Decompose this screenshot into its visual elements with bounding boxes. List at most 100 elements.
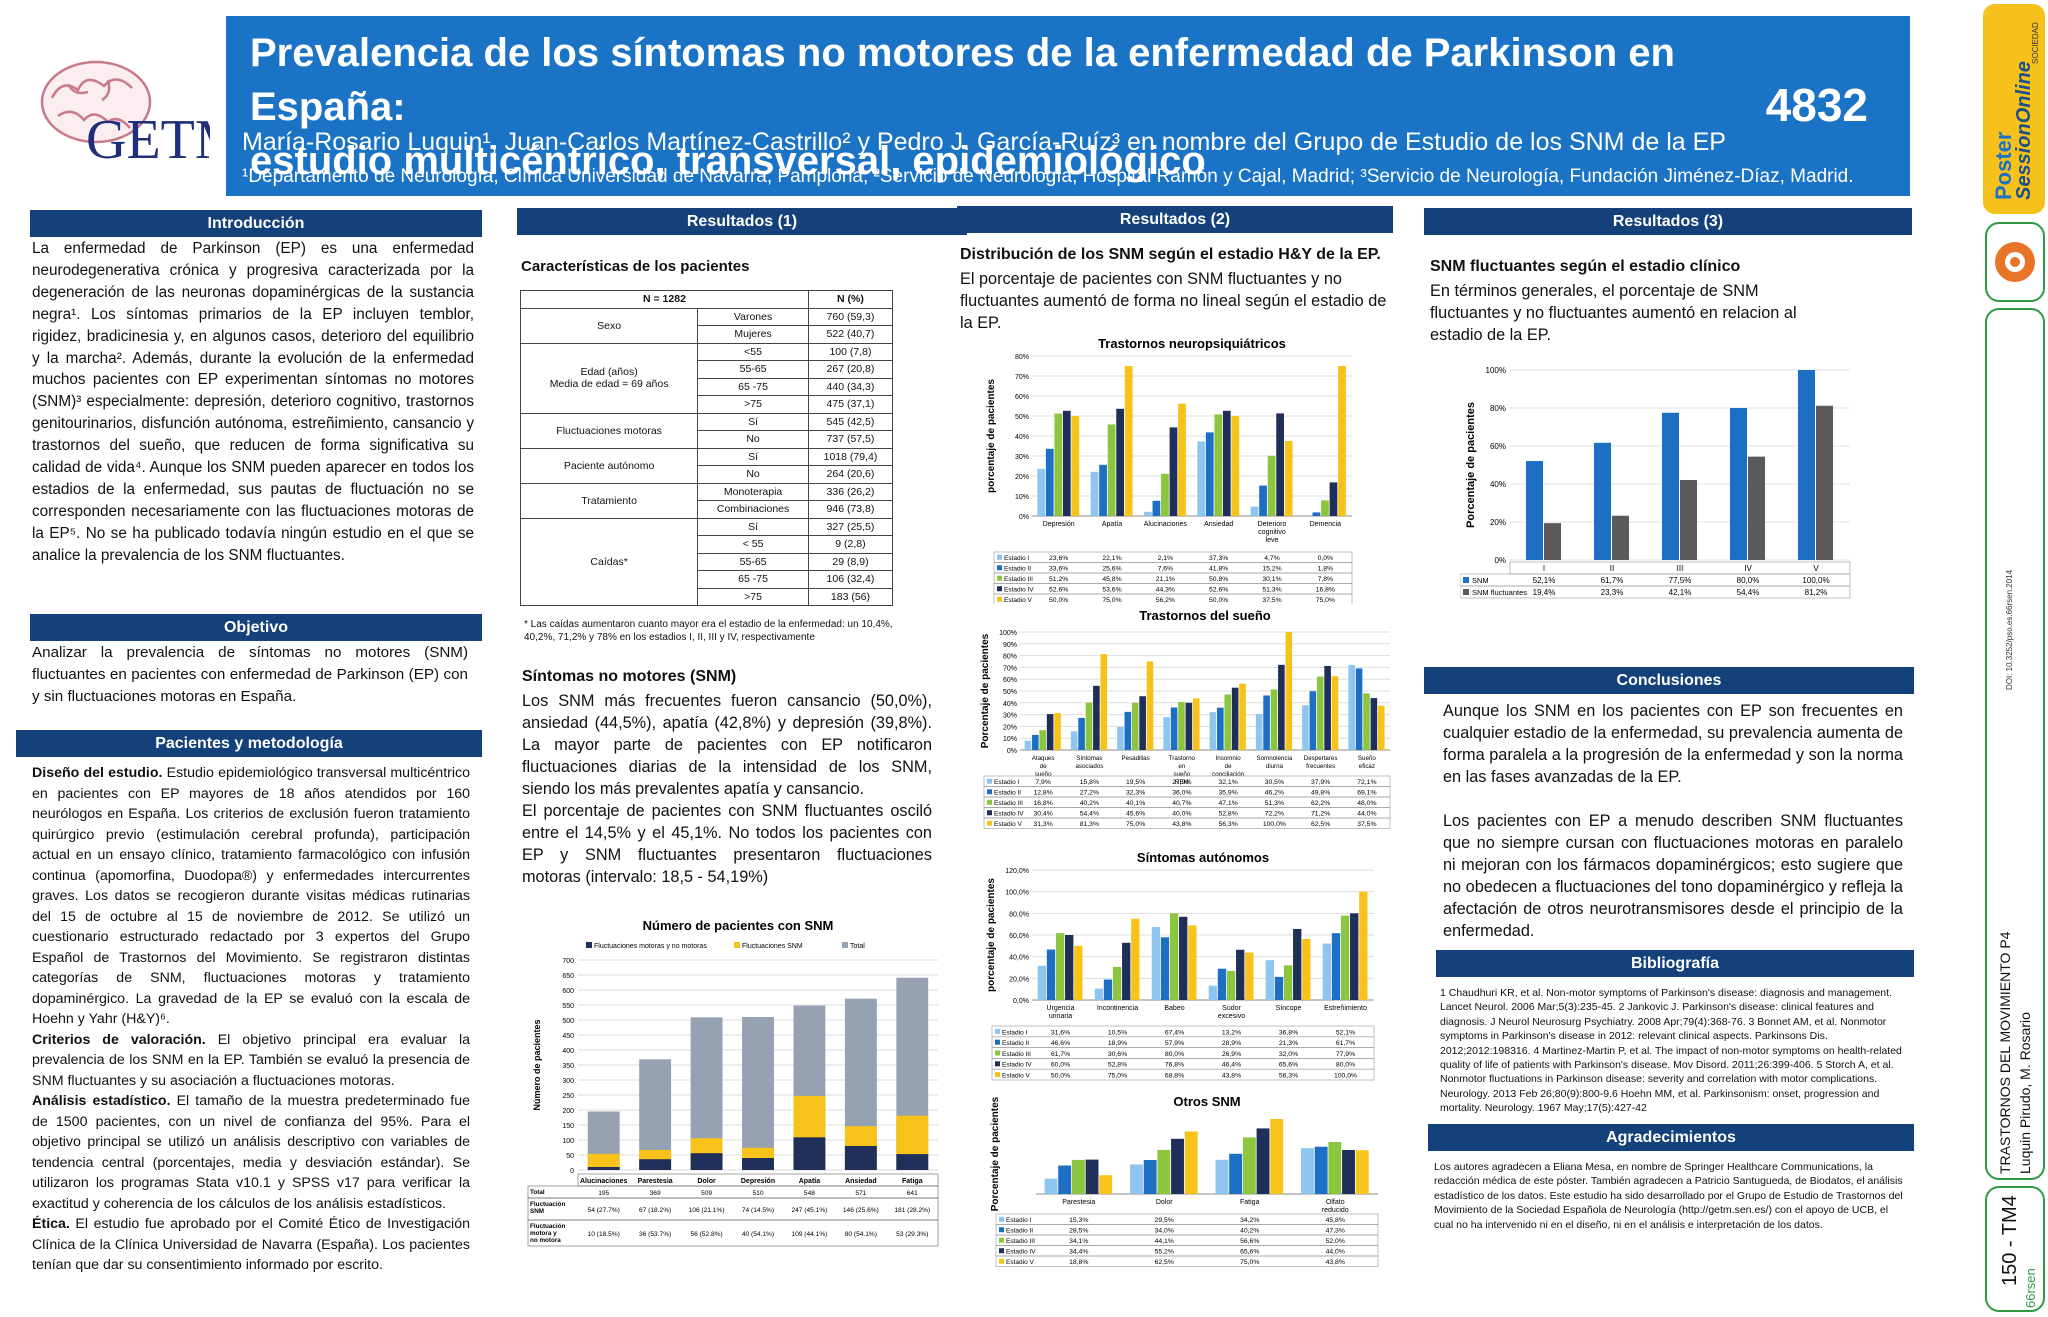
- legend-swatch: [995, 1028, 1000, 1034]
- y-tick-label: 650: [562, 973, 574, 980]
- legend-label: Estadio II: [994, 790, 1021, 797]
- y-tick-label: 80,0%: [1009, 911, 1029, 918]
- row-label: Fluctuación: [530, 1223, 565, 1230]
- x-tick-label: diurna: [1266, 763, 1284, 770]
- bar: [1798, 370, 1815, 560]
- table-cell: 548: [804, 1190, 815, 1197]
- bar: [1259, 485, 1267, 516]
- legend-label: Estadio V: [1002, 1073, 1030, 1080]
- bar: [1309, 691, 1317, 750]
- bar: [1130, 1164, 1143, 1194]
- bar: [1152, 500, 1161, 516]
- bar: [1197, 441, 1206, 516]
- table-cell: 62,5%: [1311, 821, 1330, 828]
- table-cell: 737 (57,5): [807, 430, 894, 449]
- table-row: [527, 1185, 939, 1199]
- x-tick-label: conciliación: [1212, 771, 1245, 778]
- acknowledgements-heading: Agradecimientos: [1428, 1124, 1914, 1151]
- table-cell: 15,2%: [1262, 566, 1281, 573]
- other-snm-chart: Otros SNM Porcentaje de pacientes Parestes…: [990, 1094, 1379, 1267]
- bar: [1370, 698, 1378, 750]
- y-tick-label: 80%: [1003, 654, 1017, 661]
- table-cell: 57,9%: [1165, 1040, 1184, 1047]
- table-cell: 55-65: [697, 360, 809, 379]
- bar: [1236, 949, 1245, 1000]
- bar: [1302, 939, 1311, 1000]
- table-cell: 34,1%: [1069, 1238, 1088, 1245]
- conclusions-text: Aunque los SNM en los pacientes con EP s…: [1443, 702, 1903, 940]
- table-cell: 40,1%: [1126, 800, 1145, 807]
- x-tick-label: Despertares: [1304, 755, 1338, 762]
- table-cell: 21,3%: [1279, 1040, 1298, 1047]
- bar: [1090, 471, 1099, 516]
- bar: [1263, 695, 1270, 750]
- table-cell: 15,3%: [1069, 1217, 1088, 1224]
- table-cell: 40,7%: [1172, 800, 1191, 807]
- y-tick-label: 70%: [1003, 665, 1017, 672]
- y-tick-label: 60,0%: [1009, 933, 1029, 940]
- table-footnote: * Las caídas aumentaron cuanto mayor era…: [524, 619, 893, 643]
- bar: [1302, 705, 1309, 750]
- table-cell: 31,3%: [1033, 821, 1052, 828]
- bar: [1274, 976, 1284, 1000]
- bar: [1312, 512, 1321, 516]
- table-cell: 760 (59,3): [807, 307, 894, 326]
- objective-text: Analizar la prevalencia de síntomas no m…: [32, 644, 468, 705]
- x-tick-label: Depresión: [1043, 521, 1075, 528]
- bar: [1215, 1159, 1229, 1194]
- row-label: SNM: [530, 1208, 544, 1215]
- bar-motor-nonmotor: [587, 1167, 620, 1170]
- bar-motor-nonmotor: [793, 1137, 826, 1170]
- bar: [1103, 979, 1113, 1000]
- bar: [1301, 1148, 1314, 1194]
- table-cell: 27,2%: [1080, 790, 1099, 797]
- legend-swatch: [997, 554, 1002, 560]
- bar: [1316, 676, 1324, 750]
- bar-snm-fluct: [587, 1153, 620, 1170]
- table-cell: 30,5%: [1265, 779, 1284, 786]
- legend-swatch: [997, 565, 1002, 571]
- bar: [1612, 515, 1629, 560]
- legend-label: Estadio IV: [1002, 1062, 1032, 1069]
- bar: [1321, 500, 1329, 516]
- table-cell: 27,9%: [1172, 779, 1191, 786]
- table-cell: 44,1%: [1155, 1238, 1174, 1245]
- bar: [1231, 416, 1240, 516]
- x-tick-label: Síntomas: [1076, 755, 1102, 762]
- bar: [1054, 713, 1061, 750]
- table-cell: 183 (56): [807, 587, 894, 606]
- table-group-label: Paciente autónomo: [519, 447, 699, 484]
- bar: [1322, 943, 1332, 1000]
- table-row: [991, 1068, 1375, 1081]
- table-cell: 7,8%: [1318, 576, 1334, 583]
- table-cell: 100,0%: [1263, 821, 1286, 828]
- legend-swatch: [995, 1039, 1000, 1045]
- x-tick-label: de: [1225, 763, 1232, 770]
- table-cell: 34,0%: [1155, 1228, 1174, 1235]
- table-cell: 23,3%: [1601, 588, 1624, 597]
- table-cell: 44,0%: [1357, 811, 1376, 818]
- x-tick-label: Dolor: [697, 1178, 716, 1185]
- table-cell: 336 (26,2): [807, 482, 894, 501]
- table-row: [995, 1255, 1379, 1267]
- bar: [1144, 511, 1152, 516]
- y-axis-label: porcentaje de pacientes: [986, 878, 997, 992]
- table-cell: >75: [697, 395, 809, 414]
- bar: [1209, 712, 1217, 750]
- legend-label: Fluctuaciones SNM: [742, 943, 803, 950]
- objective-heading: Objetivo: [30, 614, 482, 641]
- bar: [1169, 913, 1179, 1000]
- table-cell: 26,9%: [1222, 1051, 1241, 1058]
- chart-title: Síntomas autónomos: [1137, 850, 1269, 865]
- table-cell: Mujeres: [697, 325, 809, 344]
- legend-swatch: [586, 942, 592, 948]
- legend-label: Estadio I: [1004, 555, 1029, 562]
- y-tick-label: 120,0%: [1005, 868, 1029, 875]
- bar: [1179, 916, 1188, 1000]
- y-tick-label: 20%: [1490, 518, 1506, 527]
- bar: [1331, 676, 1339, 750]
- poster-title: Prevalencia de los síntomas no motores d…: [250, 31, 1675, 183]
- presenter-text: Luquin Pirudo, M. Rosario: [2017, 1012, 2033, 1174]
- bar: [1594, 442, 1611, 560]
- table-cell: 571: [855, 1190, 866, 1197]
